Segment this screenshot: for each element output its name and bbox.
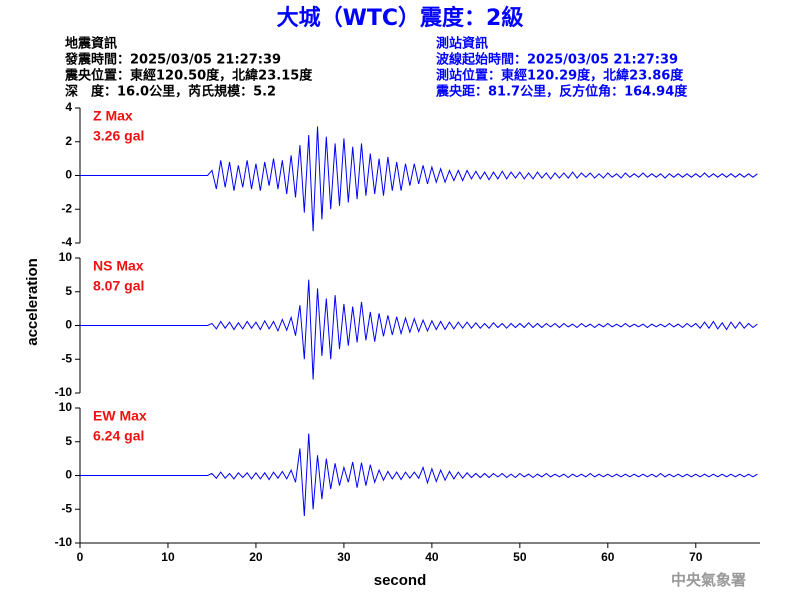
waveform [80,433,758,517]
y-tick-label: 10 [59,400,73,414]
info-right: 測站資訊 [436,36,488,52]
waveform [80,126,758,232]
y-tick-label: -10 [55,535,73,549]
x-tick-label: 40 [425,550,439,564]
y-axis-label: acceleration [24,258,41,346]
x-axis-label: second [374,572,427,589]
waveform [80,279,758,380]
panel-label: NS Max [93,258,144,274]
y-tick-label: -10 [55,385,73,399]
panel-label: EW Max [93,408,147,424]
y-tick-label: 4 [65,100,72,114]
panel-label: Z Max [93,108,133,124]
info-right: 測站位置：東經120.29度，北緯23.86度 [436,68,684,84]
y-tick-label: -4 [61,235,72,249]
y-tick-label: 5 [65,434,72,448]
x-tick-label: 0 [77,550,84,564]
panel-max: 6.24 gal [93,428,144,444]
y-tick-label: 0 [65,168,72,182]
title: 大城（WTC）震度：2級 [277,5,524,31]
x-tick-label: 30 [337,550,351,564]
y-tick-label: -2 [61,201,72,215]
info-right: 震央距：81.7公里，反方位角：164.94度 [435,84,688,100]
info-left: 震央位置：東經120.50度，北緯23.15度 [64,68,313,84]
footer: 中央氣象署 [671,571,746,589]
x-tick-label: 10 [161,550,175,564]
panel-max: 3.26 gal [93,128,144,144]
x-tick-label: 70 [689,550,703,564]
panel-max: 8.07 gal [93,278,144,294]
x-tick-label: 60 [601,550,615,564]
y-tick-label: -5 [61,501,72,515]
x-tick-label: 50 [513,550,527,564]
y-tick-label: 2 [65,134,72,148]
info-right: 波線起始時間：2025/03/05 21:27:39 [436,52,678,68]
y-tick-label: 0 [65,468,72,482]
x-tick-label: 20 [249,550,263,564]
y-tick-label: 5 [65,284,72,298]
info-left: 發震時間：2025/03/05 21:27:39 [64,52,281,68]
info-left: 深 度：16.0公里，芮氏規模：5.2 [65,84,276,100]
y-tick-label: 0 [65,318,72,332]
y-tick-label: 10 [59,250,73,264]
info-left: 地震資訊 [65,36,117,52]
y-tick-label: -5 [61,351,72,365]
